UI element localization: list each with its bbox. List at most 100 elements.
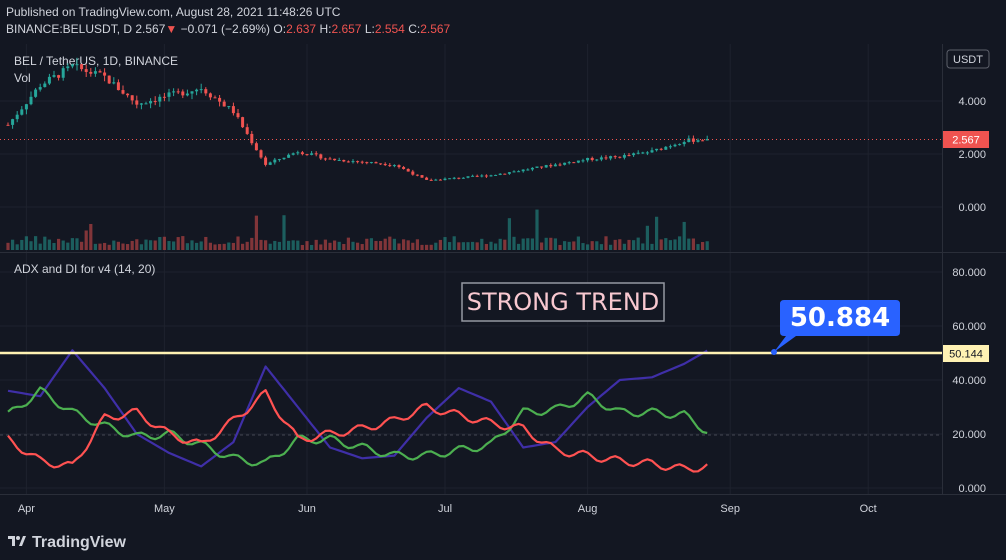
volume-bar bbox=[176, 237, 180, 250]
candle-body bbox=[678, 144, 682, 146]
level-tag bbox=[943, 345, 989, 362]
candle-body bbox=[24, 104, 28, 110]
volume-bar bbox=[425, 244, 429, 250]
candle-body bbox=[392, 165, 396, 167]
candle-body bbox=[572, 162, 576, 164]
volume-bar bbox=[190, 240, 194, 250]
candle-body bbox=[425, 177, 429, 180]
volume-bar bbox=[158, 237, 162, 250]
candle-body bbox=[466, 176, 470, 178]
volume-bar bbox=[93, 243, 97, 250]
value-callout[interactable]: 50.884 bbox=[771, 300, 900, 355]
indicator-axis-tick: 40.000 bbox=[952, 375, 986, 387]
candle-body bbox=[305, 154, 309, 156]
candle-body bbox=[461, 177, 465, 179]
volume-bar bbox=[457, 242, 461, 250]
volume-bar bbox=[323, 239, 327, 250]
candle-body bbox=[296, 152, 300, 154]
volume-bar bbox=[241, 243, 245, 250]
chart-area[interactable]: BEL / TetherUS, 1D, BINANCE Vol ADX and … bbox=[0, 44, 1006, 528]
volume-bar bbox=[590, 241, 594, 250]
volume-bar bbox=[245, 241, 249, 250]
time-axis[interactable]: Apr May Jun Jul Aug Sep Oct bbox=[18, 503, 877, 515]
candle-body bbox=[530, 167, 534, 170]
candle-body bbox=[655, 148, 659, 151]
volume-bar bbox=[107, 244, 111, 250]
volume-bar bbox=[346, 237, 350, 250]
candle-body bbox=[438, 179, 442, 181]
candle-body bbox=[213, 97, 217, 99]
current-price-tag bbox=[943, 131, 989, 148]
volume-bar bbox=[365, 238, 369, 250]
candle-body bbox=[664, 146, 668, 150]
volume-bar bbox=[553, 238, 557, 250]
callout-value: 50.884 bbox=[790, 303, 890, 333]
volume-bar bbox=[356, 242, 360, 250]
candle-body bbox=[595, 159, 599, 161]
candle-body bbox=[126, 93, 130, 96]
candle-body bbox=[420, 175, 424, 178]
volume-bar bbox=[116, 241, 120, 250]
volume-bar bbox=[333, 240, 337, 250]
open-label: O: bbox=[273, 22, 287, 36]
candle-body bbox=[374, 162, 378, 164]
volume-bar bbox=[135, 239, 139, 250]
candle-body bbox=[245, 127, 249, 134]
volume-bar bbox=[650, 243, 654, 250]
volume-bar bbox=[139, 244, 143, 250]
volume-bar bbox=[231, 242, 235, 250]
candle-body bbox=[632, 153, 636, 156]
volume-bar bbox=[392, 238, 396, 250]
volume-label: Vol bbox=[14, 71, 31, 85]
volume-bar bbox=[57, 238, 61, 250]
volume-bar bbox=[287, 240, 291, 250]
candle-body bbox=[540, 166, 544, 168]
strong-trend-box[interactable] bbox=[461, 282, 665, 322]
indicator-axis-tick: 20.000 bbox=[952, 429, 986, 441]
volume-bar bbox=[581, 243, 585, 250]
volume-bar bbox=[66, 242, 70, 250]
volume-bar bbox=[540, 242, 544, 250]
candle-body bbox=[563, 162, 567, 165]
candle-body bbox=[507, 172, 511, 174]
candle-body bbox=[80, 64, 84, 70]
candle-body bbox=[521, 169, 525, 172]
volume-bar bbox=[98, 243, 102, 250]
volume-bar bbox=[678, 236, 682, 250]
volume-bar bbox=[29, 241, 33, 250]
candle-body bbox=[282, 157, 286, 160]
tradingview-logo[interactable]: TradingView bbox=[8, 534, 126, 552]
candle-body bbox=[264, 157, 268, 165]
candle-body bbox=[218, 97, 222, 102]
candle-body bbox=[691, 138, 695, 142]
volume-bar bbox=[655, 216, 659, 250]
volume-bar bbox=[673, 239, 677, 250]
volume-bar bbox=[521, 238, 525, 250]
candle-body bbox=[268, 162, 272, 165]
candle-body bbox=[402, 167, 406, 169]
candle-body bbox=[365, 162, 369, 164]
candle-body bbox=[498, 173, 502, 175]
volume-bar bbox=[563, 241, 567, 250]
last-price: 2.567 bbox=[135, 22, 166, 36]
candle-body bbox=[38, 87, 42, 90]
candlesticks bbox=[6, 57, 709, 181]
currency-badge[interactable] bbox=[946, 49, 990, 69]
volume-bar bbox=[208, 242, 212, 250]
volume-bar bbox=[126, 244, 130, 250]
candle-body bbox=[98, 71, 102, 73]
volume-bar bbox=[599, 244, 603, 250]
candle-body bbox=[383, 163, 387, 166]
candle-body bbox=[84, 69, 88, 72]
price-axis[interactable]: 4.000 2.000 0.000 bbox=[958, 96, 986, 214]
indicator-axis[interactable]: 80.000 60.000 40.000 20.000 0.000 bbox=[952, 267, 986, 495]
candle-body bbox=[15, 114, 19, 120]
candle-body bbox=[57, 75, 61, 78]
current-price-label: 2.567 bbox=[952, 135, 980, 147]
volume-bar bbox=[103, 242, 107, 250]
candle-body bbox=[701, 140, 705, 142]
volume-bar bbox=[130, 240, 134, 250]
candle-body bbox=[121, 90, 125, 94]
candle-body bbox=[112, 82, 116, 84]
indicator-axis-tick: 80.000 bbox=[952, 267, 986, 279]
